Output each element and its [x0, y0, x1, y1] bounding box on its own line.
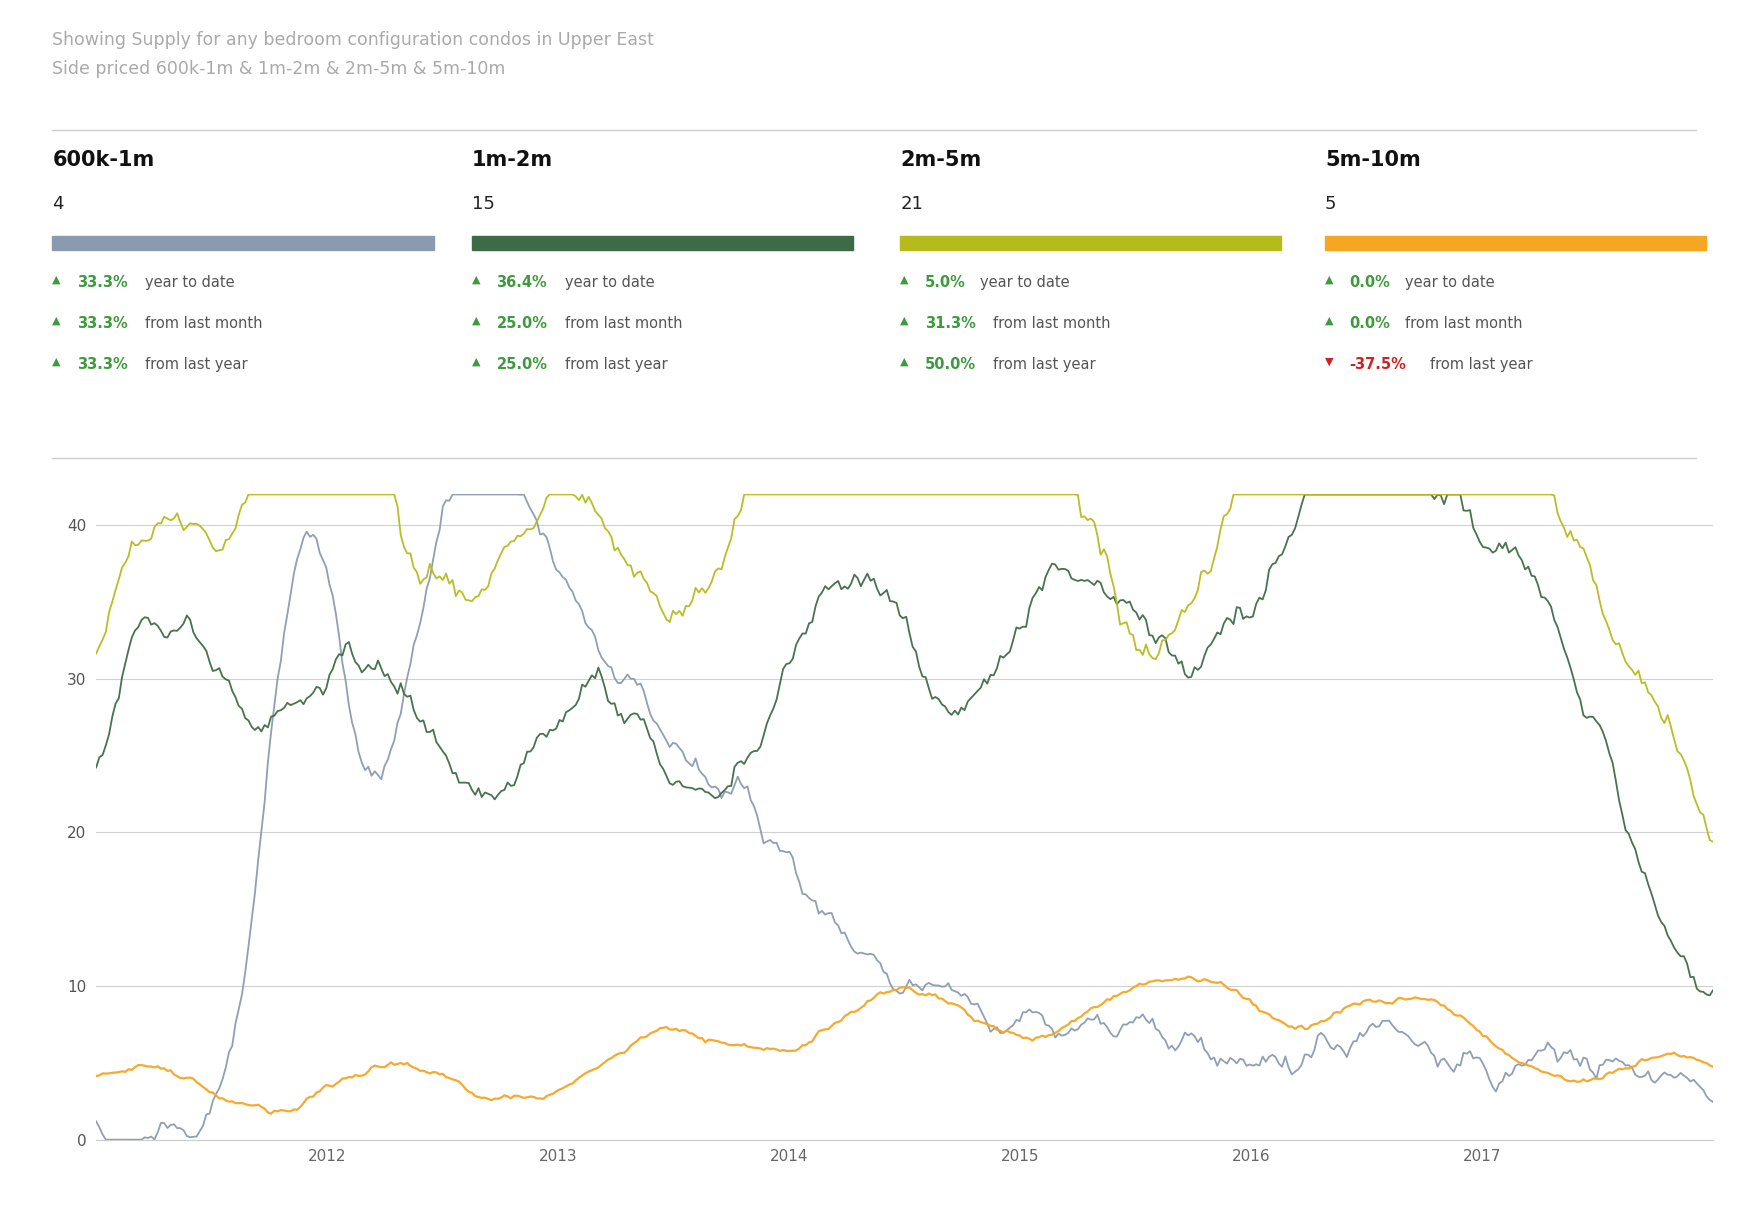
Text: year to date: year to date — [565, 275, 654, 289]
Text: ▲: ▲ — [52, 316, 61, 326]
Text: 25.0%: 25.0% — [496, 316, 547, 330]
Text: 600k-1m: 600k-1m — [52, 150, 154, 170]
Text: 25.0%: 25.0% — [496, 357, 547, 371]
Text: 50.0%: 50.0% — [925, 357, 975, 371]
Text: from last year: from last year — [1430, 357, 1533, 371]
Text: 21: 21 — [900, 195, 923, 213]
Text: Showing Supply for any bedroom configuration condos in Upper East: Showing Supply for any bedroom configura… — [52, 31, 654, 49]
Text: ▲: ▲ — [900, 357, 909, 367]
Text: ▲: ▲ — [1325, 275, 1334, 285]
Text: 33.3%: 33.3% — [77, 316, 128, 330]
Text: year to date: year to date — [1405, 275, 1495, 289]
Text: 33.3%: 33.3% — [77, 275, 128, 289]
Text: from last year: from last year — [145, 357, 248, 371]
Text: 15: 15 — [472, 195, 495, 213]
Text: 5m-10m: 5m-10m — [1325, 150, 1421, 170]
Text: from last month: from last month — [145, 316, 262, 330]
Text: from last month: from last month — [1405, 316, 1523, 330]
Text: ▲: ▲ — [1325, 316, 1334, 326]
Text: 2m-5m: 2m-5m — [900, 150, 981, 170]
Text: from last year: from last year — [993, 357, 1096, 371]
Text: Side priced 600k-1m & 1m-2m & 2m-5m & 5m-10m: Side priced 600k-1m & 1m-2m & 2m-5m & 5m… — [52, 60, 505, 78]
Text: ▲: ▲ — [472, 275, 481, 285]
Text: 0.0%: 0.0% — [1349, 275, 1390, 289]
Text: 5: 5 — [1325, 195, 1337, 213]
Text: 1m-2m: 1m-2m — [472, 150, 552, 170]
Text: ▲: ▲ — [52, 357, 61, 367]
Text: ▲: ▲ — [900, 316, 909, 326]
Text: 5.0%: 5.0% — [925, 275, 965, 289]
Text: 31.3%: 31.3% — [925, 316, 975, 330]
Text: from last year: from last year — [565, 357, 668, 371]
Text: ▲: ▲ — [472, 357, 481, 367]
Text: year to date: year to date — [981, 275, 1070, 289]
Text: ▲: ▲ — [900, 275, 909, 285]
Text: ▼: ▼ — [1325, 357, 1334, 367]
Text: from last month: from last month — [565, 316, 682, 330]
Text: ▲: ▲ — [52, 275, 61, 285]
Text: 33.3%: 33.3% — [77, 357, 128, 371]
Text: year to date: year to date — [145, 275, 234, 289]
Text: 0.0%: 0.0% — [1349, 316, 1390, 330]
Text: ▲: ▲ — [472, 316, 481, 326]
Text: -37.5%: -37.5% — [1349, 357, 1407, 371]
Text: from last month: from last month — [993, 316, 1110, 330]
Text: 36.4%: 36.4% — [496, 275, 547, 289]
Text: 4: 4 — [52, 195, 65, 213]
